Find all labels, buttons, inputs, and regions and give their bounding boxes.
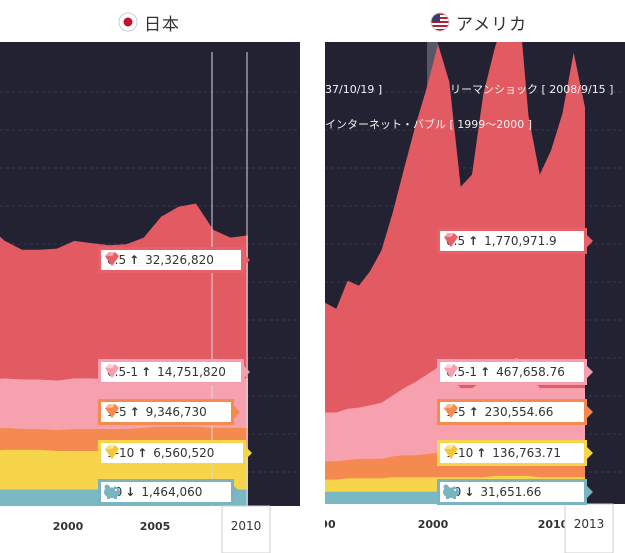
trend-arrow: ↓ — [464, 485, 475, 499]
end-year-box — [564, 503, 614, 553]
end-year-label: 2010 — [231, 519, 262, 533]
japan-panel-header: 日本 — [118, 7, 180, 37]
us-flag-icon — [430, 12, 450, 32]
callout-value: 32,326,820 — [145, 253, 214, 267]
event-label: リーマンショック [ 2008/9/15 ] — [450, 83, 613, 96]
trend-arrow: ↑ — [468, 405, 479, 419]
callout-value: 230,554.66 — [484, 405, 554, 419]
ruby-gem-icon — [444, 233, 458, 247]
japan-area-chart: 2000 2005 2010 — [0, 52, 300, 553]
callout-0.5[interactable]: 0.5 ↑ 1,770,971.9 — [437, 228, 593, 254]
trend-arrow: ↑ — [137, 446, 148, 460]
callout-1-10[interactable]: 1-10 ↑ 136,763.71 — [437, 440, 593, 466]
x-tick-label: 90 — [325, 518, 336, 531]
end-year-label: 2013 — [574, 517, 605, 531]
pink-gem-icon — [444, 364, 458, 378]
japan-chart-panel: 2000 2005 2010 — [0, 42, 300, 553]
callout-value: 1,464,060 — [141, 485, 203, 499]
us-area-chart: 90 2000 2010 2013 37/10/19 ] リーマンショック [ 2008/… — [325, 42, 625, 553]
callout-1-5[interactable]: 1-5 ↑ 230,554.66 — [437, 399, 593, 425]
us-chart-panel: 90 2000 2010 2013 37/10/19 ] リーマンショック [ 2008/… — [325, 42, 625, 553]
orange-gem-icon — [105, 404, 119, 418]
japan-panel-title: 日本 — [144, 14, 180, 35]
piggy-bank-icon — [443, 484, 459, 499]
x-tick-label: 2000 — [418, 518, 449, 531]
callout-value: 136,763.71 — [492, 446, 562, 460]
us-panel-header: アメリカ — [430, 7, 527, 37]
callout-0.5-1[interactable]: 0.5-1 ↑ 467,658.76 — [437, 359, 593, 385]
us-panel-title: アメリカ — [456, 14, 528, 35]
pink-gem-icon — [105, 364, 119, 378]
trend-arrow: ↑ — [129, 405, 140, 419]
callout-0.5-1[interactable]: 0.5-1 ↑ 14,751,820 — [98, 359, 250, 385]
callout-1-5[interactable]: 1-5 ↑ 9,346,730 — [98, 399, 240, 425]
yellow-gem-icon — [105, 445, 119, 459]
callout-0.5[interactable]: 0.5 ↑ 32,326,820 — [98, 247, 250, 273]
trend-arrow: ↑ — [141, 365, 152, 379]
event-label: 37/10/19 ] — [325, 83, 382, 96]
callout-90[interactable]: 90↓31,651.66 — [437, 479, 593, 505]
callout-1-10[interactable]: 1-10 ↑ 6,560,520 — [98, 440, 252, 466]
end-year-box — [221, 505, 271, 553]
callout-value: 1,770,971.9 — [484, 234, 557, 248]
x-tick-label: 2000 — [53, 520, 84, 533]
trend-arrow: ↑ — [129, 253, 140, 267]
callout-value: 31,651.66 — [480, 485, 542, 499]
callout-value: 9,346,730 — [145, 405, 207, 419]
event-label: インターネット・バブル [ 1999〜2000 ] — [325, 117, 532, 131]
trend-arrow: ↑ — [476, 446, 487, 460]
callout-90[interactable]: 90↓1,464,060 — [98, 479, 240, 505]
orange-gem-icon — [444, 404, 458, 418]
callout-value: 14,751,820 — [157, 365, 226, 379]
trend-arrow: ↑ — [468, 234, 479, 248]
x-tick-label: 2005 — [140, 520, 171, 533]
piggy-bank-icon — [104, 484, 120, 499]
x-tick-label: 2010 — [538, 518, 569, 531]
callout-value: 467,658.76 — [496, 365, 565, 379]
japan-flag-icon — [118, 12, 138, 32]
trend-arrow: ↓ — [125, 485, 136, 499]
ruby-gem-icon — [105, 252, 119, 266]
yellow-gem-icon — [444, 445, 458, 459]
callout-value: 6,560,520 — [153, 446, 215, 460]
trend-arrow: ↑ — [480, 365, 491, 379]
